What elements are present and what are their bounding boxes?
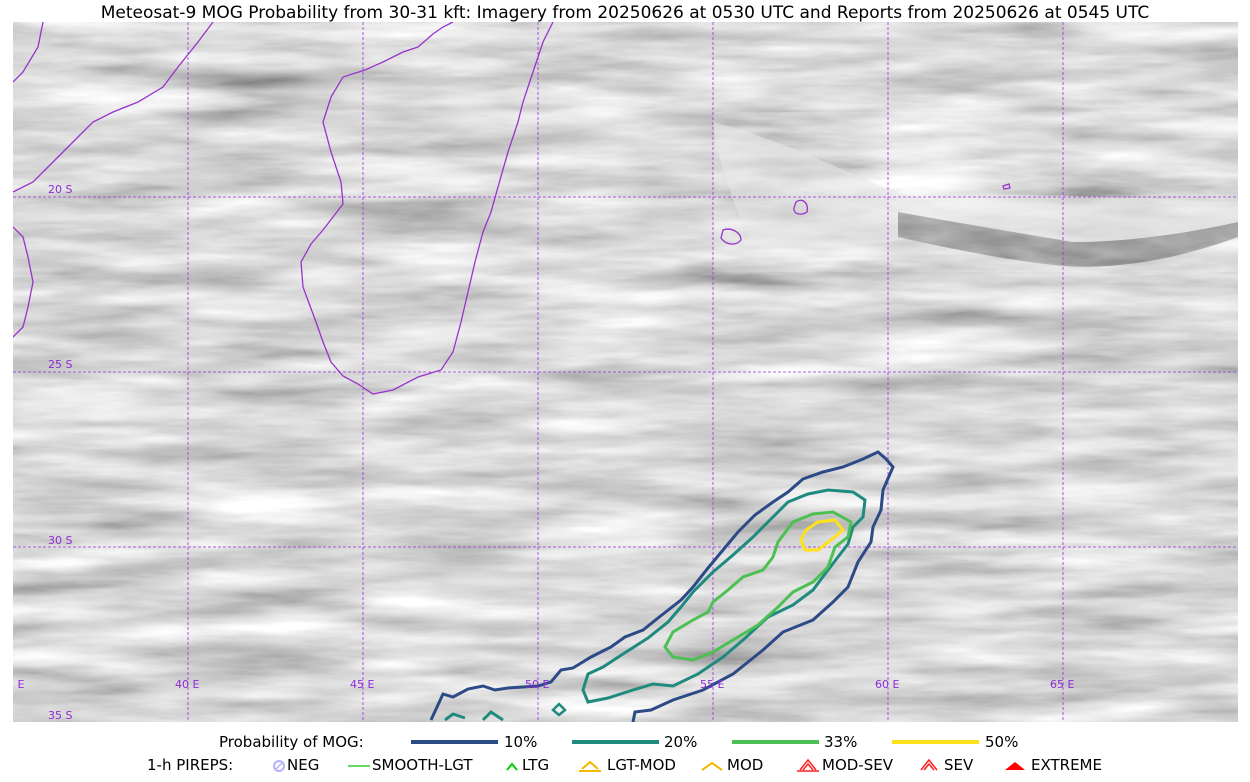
double-caret-icon	[920, 758, 938, 771]
contour-10pct	[429, 450, 895, 722]
pirep-label-smooth-lgt: SMOOTH-LGT	[372, 756, 473, 774]
legend-label-50: 50%	[985, 733, 1019, 751]
legend-swatch-50	[892, 740, 979, 744]
lat-labels: 20 S 25 S 30 S 35 S	[48, 183, 72, 722]
contour-50pct	[799, 518, 846, 552]
legend-swatch-20	[572, 740, 659, 744]
caret-icon	[506, 762, 518, 771]
probability-legend-heading: Probability of MOG:	[219, 733, 364, 751]
legend-label-10: 10%	[504, 733, 538, 751]
filled-caret-icon	[1005, 762, 1025, 770]
pirep-label-extreme: EXTREME	[1031, 756, 1102, 774]
lat-label: 25 S	[48, 358, 72, 371]
neg-circle-icon	[273, 760, 285, 772]
legend-swatch-10	[411, 740, 498, 744]
pirep-label-lgt-mod: LGT-MOD	[607, 756, 676, 774]
lat-label: 35 S	[48, 709, 72, 722]
contour-20pct	[581, 488, 867, 704]
lon-label: 60 E	[875, 678, 899, 691]
pirep-label-ltg: LTG	[522, 756, 550, 774]
contour-33pct	[663, 510, 853, 662]
pirep-label-mod: MOD	[727, 756, 764, 774]
lon-label: 40 E	[175, 678, 199, 691]
mog-contours	[429, 450, 895, 722]
pirep-legend-heading: 1-h PIREPS:	[147, 756, 234, 774]
lon-label: 50 E	[525, 678, 549, 691]
legend-swatch-33	[732, 740, 819, 744]
contour-20pct-diamond	[551, 702, 567, 717]
lon-label: 35 E	[13, 678, 24, 691]
lon-label: 45 E	[350, 678, 374, 691]
lon-label: 55 E	[700, 678, 724, 691]
coastlines	[13, 22, 1011, 395]
legend-label-33: 33%	[824, 733, 858, 751]
pirep-label-sev: SEV	[944, 756, 974, 774]
contour-20pct-small	[444, 710, 504, 722]
caret-bar-icon	[579, 760, 601, 772]
pirep-label-mod-sev: MOD-SEV	[822, 756, 893, 774]
pirep-label-neg: NEG	[287, 756, 320, 774]
lat-label: 20 S	[48, 183, 72, 196]
smooth-line-icon	[348, 765, 370, 767]
map-title: Meteosat-9 MOG Probability from 30-31 kf…	[100, 3, 1150, 23]
double-caret-icon	[797, 758, 819, 772]
map-canvas: 20 S 25 S 30 S 35 S 35 E 40 E 45 E 50 E …	[13, 22, 1238, 722]
lon-labels: 35 E 40 E 45 E 50 E 55 E 60 E 65 E	[13, 678, 1074, 691]
legend-label-20: 20%	[664, 733, 698, 751]
satellite-map: 20 S 25 S 30 S 35 S 35 E 40 E 45 E 50 E …	[13, 22, 1238, 722]
graticule	[13, 22, 1238, 722]
caret-icon	[701, 761, 723, 771]
cloud-band-texture	[713, 112, 1238, 272]
lon-label: 65 E	[1050, 678, 1074, 691]
lat-label: 30 S	[48, 534, 72, 547]
